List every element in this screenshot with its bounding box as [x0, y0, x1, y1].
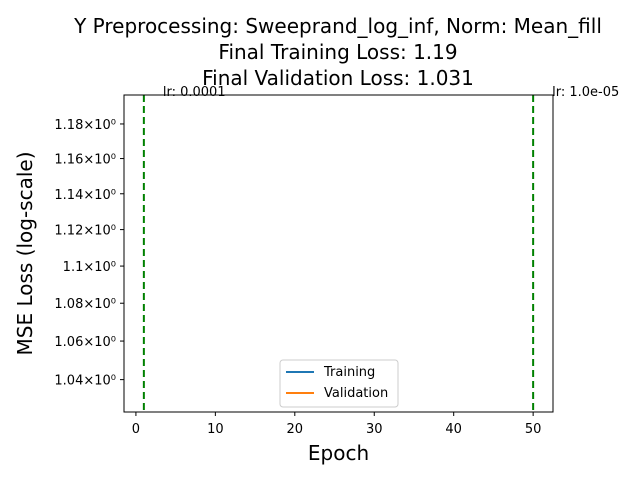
x-axis-label: Epoch — [308, 441, 369, 465]
x-tick-label: 0 — [132, 422, 140, 437]
chart-title: Y Preprocessing: Sweeprand_log_inf, Norm… — [73, 14, 602, 90]
x-tick-label: 20 — [287, 422, 304, 437]
x-axis-ticks: 0 10 20 30 40 50 — [132, 412, 542, 437]
y-tick-label: 1.16×10⁰ — [54, 153, 116, 168]
legend-label: Training — [323, 365, 375, 380]
chart-title-line: Y Preprocessing: Sweeprand_log_inf, Norm… — [73, 14, 602, 38]
x-tick-label: 10 — [207, 422, 224, 437]
y-tick-label: 1.1×10⁰ — [63, 260, 116, 275]
chart-title-line: Final Validation Loss: 1.031 — [202, 66, 474, 90]
y-axis-label: MSE Loss (log-scale) — [13, 151, 37, 355]
y-axis-ticks: 1.04×10⁰ 1.06×10⁰ 1.08×10⁰ 1.1×10⁰ 1.12×10⁰ 1… — [54, 118, 124, 389]
plot-area: lr: 0.0001 lr: 1.0e-05 — [123, 85, 619, 413]
y-tick-label: 1.12×10⁰ — [54, 224, 116, 239]
legend: Training Validation — [279, 359, 399, 408]
lr-annotation: lr: 1.0e-05 — [552, 85, 619, 100]
x-tick-label: 40 — [445, 422, 462, 437]
y-tick-label: 1.18×10⁰ — [54, 118, 116, 133]
y-tick-label: 1.06×10⁰ — [54, 335, 116, 350]
y-tick-label: 1.08×10⁰ — [54, 297, 116, 312]
y-tick-label: 1.04×10⁰ — [54, 374, 116, 389]
chart-title-line: Final Training Loss: 1.19 — [218, 40, 457, 64]
plot-frame — [123, 94, 554, 413]
x-tick-label: 50 — [525, 422, 542, 437]
legend-label: Validation — [324, 386, 388, 401]
lr-annotation: lr: 0.0001 — [163, 85, 226, 100]
x-tick-label: 30 — [366, 422, 383, 437]
y-tick-label: 1.14×10⁰ — [54, 188, 116, 203]
